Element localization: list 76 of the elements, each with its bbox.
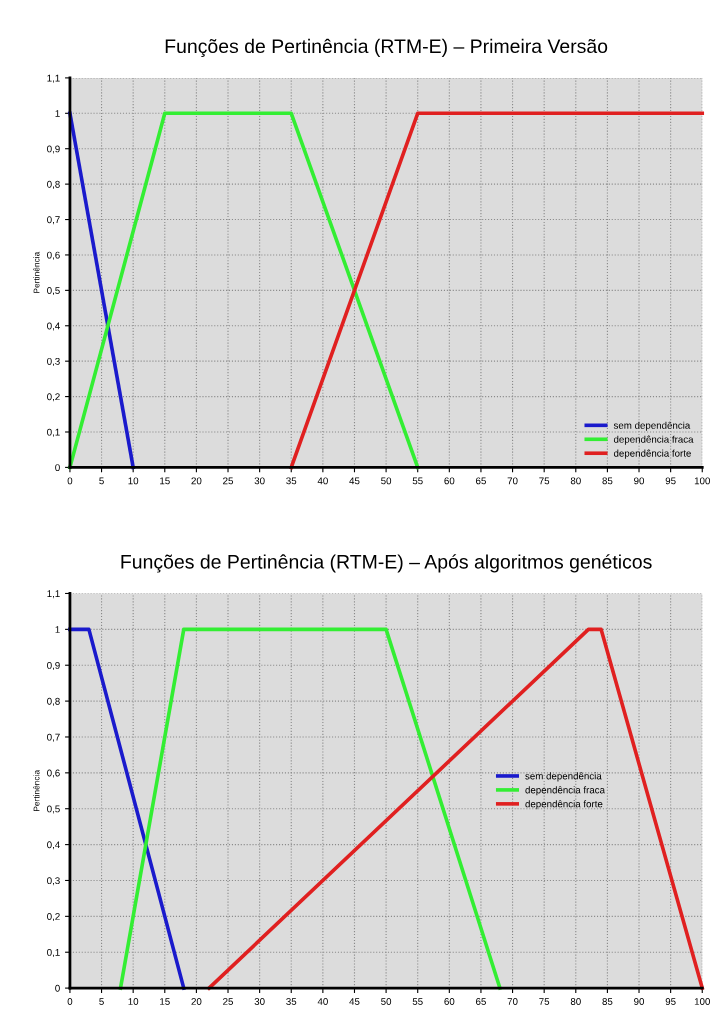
- y-axis-title: Pertinência: [33, 769, 40, 811]
- x-tick-label: 30: [254, 998, 265, 1005]
- x-tick-label: 80: [570, 477, 581, 485]
- y-tick-label: 1: [55, 110, 60, 117]
- chart-title: Funções de Pertinência (RTM-E) – Após algoritmos genéticos: [121, 554, 652, 573]
- x-tick-label: 30: [254, 477, 265, 485]
- x-tick-label: 45: [349, 477, 360, 485]
- y-tick-label: 0,7: [47, 733, 60, 742]
- chart-title: Funções de Pertinência (RTM-E) – Primeira Versão: [165, 38, 608, 58]
- y-tick-label: 0: [55, 984, 60, 992]
- y-tick-label: 0,3: [47, 877, 60, 886]
- x-tick-label: 90: [634, 998, 645, 1005]
- x-tick-label: 70: [507, 477, 518, 485]
- y-tick-label: 0,2: [47, 913, 60, 922]
- y-tick-label: 0: [55, 464, 60, 472]
- x-tick-label: 50: [381, 998, 392, 1005]
- y-tick-label: 1: [55, 626, 60, 633]
- y-tick-label: 0,6: [47, 251, 60, 260]
- y-tick-label: 0,5: [47, 805, 60, 814]
- x-tick-label: 50: [381, 477, 392, 485]
- x-tick-label: 100: [694, 477, 710, 485]
- y-tick-label: 0,9: [47, 145, 60, 154]
- x-tick-label: 25: [223, 477, 234, 485]
- legend-label: sem dependência: [613, 421, 691, 431]
- y-tick-label: 0,4: [47, 841, 60, 850]
- x-tick-label: 15: [160, 998, 170, 1005]
- x-tick-label: 0: [67, 477, 73, 485]
- y-tick-label: 1,1: [47, 590, 60, 599]
- x-tick-label: 75: [539, 477, 550, 485]
- y-tick-label: 0,4: [47, 322, 60, 331]
- x-tick-label: 20: [191, 998, 202, 1005]
- y-tick-label: 0,7: [47, 216, 60, 225]
- y-tick-label: 0,3: [47, 357, 60, 366]
- x-tick-label: 10: [128, 477, 139, 485]
- x-tick-label: 75: [539, 998, 550, 1005]
- y-tick-label: 0,8: [47, 697, 60, 706]
- x-tick-label: 85: [602, 998, 613, 1005]
- x-tick-label: 35: [286, 998, 297, 1005]
- x-tick-label: 85: [602, 477, 613, 485]
- x-tick-label: 80: [570, 998, 581, 1005]
- y-axis-title: Pertinência: [33, 251, 40, 293]
- legend-label: sem dependência: [525, 772, 602, 782]
- x-tick-label: 70: [507, 998, 518, 1005]
- y-tick-label: 0,1: [47, 948, 60, 957]
- x-tick-label: 40: [317, 477, 328, 485]
- x-tick-label: 65: [476, 998, 486, 1005]
- x-tick-label: 95: [665, 998, 676, 1005]
- y-tick-label: 0,9: [47, 661, 60, 670]
- y-tick-label: 0,6: [47, 769, 60, 778]
- x-tick-label: 95: [665, 477, 676, 485]
- y-tick-label: 0,8: [47, 180, 60, 189]
- y-tick-label: 0,5: [47, 287, 60, 296]
- x-tick-label: 65: [476, 477, 486, 485]
- x-tick-label: 90: [634, 477, 645, 485]
- legend-label: dependência forte: [613, 449, 691, 459]
- x-tick-label: 10: [128, 998, 139, 1005]
- x-tick-label: 45: [349, 998, 360, 1005]
- x-tick-label: 5: [99, 477, 104, 485]
- x-tick-label: 5: [99, 998, 104, 1005]
- x-tick-label: 55: [412, 998, 423, 1005]
- x-tick-label: 60: [444, 477, 455, 485]
- legend-label: dependência forte: [525, 800, 603, 810]
- x-tick-label: 55: [412, 477, 423, 485]
- x-tick-label: 25: [223, 998, 234, 1005]
- x-tick-label: 15: [160, 477, 170, 485]
- legend-label: dependência fraca: [525, 786, 605, 796]
- y-tick-label: 1,1: [47, 74, 60, 83]
- x-tick-label: 0: [67, 998, 73, 1005]
- x-tick-label: 40: [317, 998, 328, 1005]
- legend-label: dependência fraca: [613, 435, 694, 445]
- x-tick-label: 35: [286, 477, 297, 485]
- x-tick-label: 60: [444, 998, 455, 1005]
- x-tick-label: 20: [191, 477, 202, 485]
- x-tick-label: 100: [694, 998, 710, 1005]
- y-tick-label: 0,2: [47, 393, 60, 402]
- y-tick-label: 0,1: [47, 428, 60, 437]
